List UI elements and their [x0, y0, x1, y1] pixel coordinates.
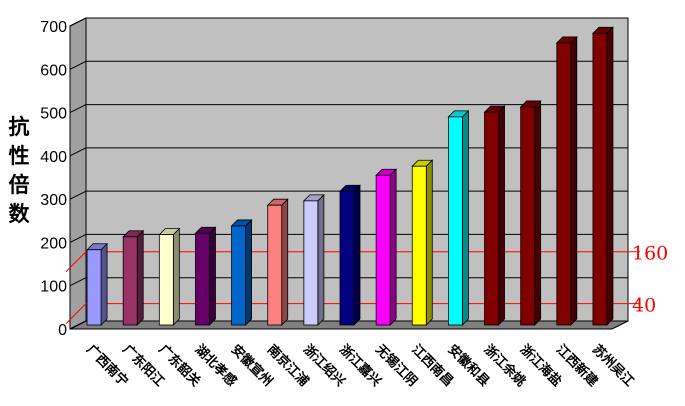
y-tick-label: 300 — [40, 192, 67, 209]
bar-side — [461, 109, 469, 326]
bar — [447, 116, 463, 326]
y-tick-label: 400 — [40, 149, 67, 166]
y-axis-title: 抗性倍数 — [8, 114, 30, 226]
plot-side-wall — [69, 17, 87, 330]
bar-side — [389, 168, 397, 326]
bar — [484, 111, 499, 326]
gridline-side — [69, 147, 87, 157]
bar — [303, 200, 319, 326]
bar-side — [245, 218, 253, 326]
bar — [267, 204, 283, 326]
bar-side — [100, 242, 108, 326]
bar — [122, 236, 138, 326]
bar — [339, 190, 355, 326]
y-tick-label: 500 — [40, 106, 67, 123]
gridline-side — [69, 320, 87, 330]
gridline-side — [69, 17, 87, 27]
y-tick-label: 0 — [58, 322, 67, 339]
bar — [231, 225, 247, 326]
bar — [86, 249, 102, 326]
bar-side — [606, 26, 614, 326]
bar-side — [534, 99, 542, 326]
bar — [375, 174, 391, 326]
y-tick-label: 200 — [40, 235, 67, 252]
gridline-side — [69, 60, 87, 70]
gridline-side — [69, 104, 87, 114]
bar-side — [209, 226, 216, 326]
bar-side — [570, 35, 578, 326]
bar — [556, 42, 572, 326]
bar-side — [281, 198, 289, 326]
bar — [592, 32, 608, 326]
bar-side — [353, 184, 361, 326]
reference-line-label: 40 — [632, 295, 656, 317]
gridline-side — [69, 233, 87, 243]
gridline-side — [69, 190, 87, 200]
bar-side — [317, 193, 325, 326]
y-tick-label: 700 — [40, 19, 67, 36]
bar — [195, 232, 210, 326]
y-tick-label: 100 — [40, 279, 67, 296]
gridline-side — [69, 277, 87, 287]
reference-line-label: 160 — [632, 243, 668, 265]
bar-side — [136, 229, 144, 326]
bar-side — [172, 227, 180, 326]
bar — [158, 234, 174, 326]
bar — [411, 165, 427, 326]
bar — [520, 106, 536, 326]
y-tick-label: 600 — [40, 62, 67, 79]
bar-side — [498, 105, 505, 326]
bar-side — [425, 159, 433, 326]
